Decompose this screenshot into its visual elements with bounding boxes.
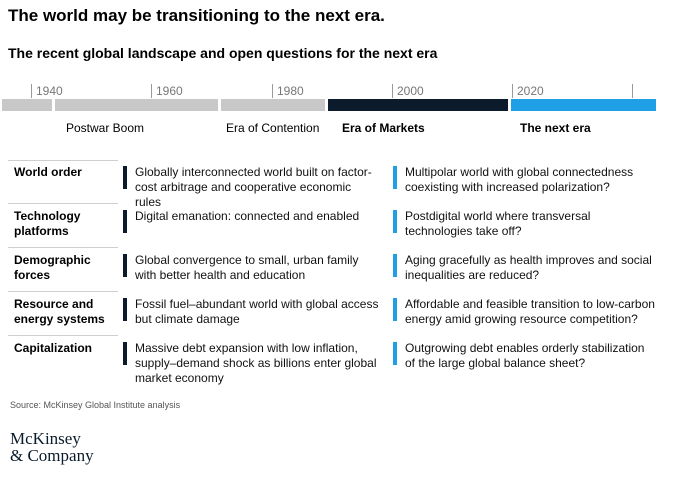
tick-end [632, 84, 637, 98]
demographic-forces-current: Global convergence to small, urban famil… [135, 253, 359, 282]
row-label-resource-energy: Resource and energy systems [14, 297, 105, 326]
technology-platforms-next: Postdigital world where transversal tech… [405, 209, 591, 238]
source-note: Source: McKinsey Global Institute analys… [10, 400, 181, 410]
row-separator [8, 247, 118, 248]
next-era-marker [393, 254, 397, 277]
tick-2000: 2000 [392, 84, 424, 98]
tick-1960: 1960 [151, 84, 183, 98]
era-label-next-era: The next era [520, 121, 591, 135]
row-label-demographic-forces: Demographic forces [14, 253, 91, 282]
page-title: The world may be transitioning to the ne… [8, 6, 385, 25]
next-era-marker [393, 210, 397, 233]
row-label-technology-platforms: Technology platforms [14, 209, 81, 238]
logo-line-2: & Company [10, 446, 94, 465]
era-label-era-of-contention: Era of Contention [226, 121, 320, 135]
tick-1980: 1980 [272, 84, 304, 98]
page-subtitle: The recent global landscape and open que… [8, 45, 438, 61]
era-label-postwar-boom: Postwar Boom [66, 121, 145, 135]
next-era-marker [393, 298, 397, 321]
era-bar-era-of-contention [221, 99, 325, 111]
current-era-marker [123, 166, 127, 189]
next-era-marker [393, 342, 397, 365]
capitalization-current: Massive debt expansion with low inflatio… [135, 341, 377, 385]
era-bar-pre [2, 99, 52, 111]
demographic-forces-next: Aging gracefully as health improves and … [405, 253, 652, 282]
logo-line-1: McKinsey [10, 429, 81, 448]
era-label-era-of-markets: Era of Markets [342, 121, 425, 135]
world-order-next: Multipolar world with global connectedne… [405, 165, 634, 194]
mckinsey-logo: McKinsey & Company [10, 430, 94, 464]
current-era-marker [123, 298, 127, 321]
row-separator [8, 160, 118, 161]
era-bar-postwar-boom [55, 99, 218, 111]
era-bar-next-era [511, 99, 656, 111]
resource-energy-next: Affordable and feasible transition to lo… [405, 297, 655, 326]
tick-2020: 2020 [512, 84, 544, 98]
world-order-current: Globally interconnected world built on f… [135, 165, 372, 209]
row-separator [8, 203, 118, 204]
current-era-marker [123, 254, 127, 277]
row-separator [8, 291, 118, 292]
current-era-marker [123, 342, 127, 365]
capitalization-next: Outgrowing debt enables orderly stabiliz… [405, 341, 645, 370]
tick-1940: 1940 [31, 84, 63, 98]
current-era-marker [123, 210, 127, 233]
timeline-ticks: 1940 1960 1980 2000 2020 [0, 84, 680, 98]
row-separator [8, 335, 118, 336]
era-bar-era-of-markets [328, 99, 508, 111]
next-era-marker [393, 166, 397, 189]
row-label-capitalization: Capitalization [14, 341, 93, 355]
row-label-world-order: World order [14, 165, 82, 179]
technology-platforms-current: Digital emanation: connected and enabled [135, 209, 360, 223]
resource-energy-current: Fossil fuel–abundant world with global a… [135, 297, 379, 326]
